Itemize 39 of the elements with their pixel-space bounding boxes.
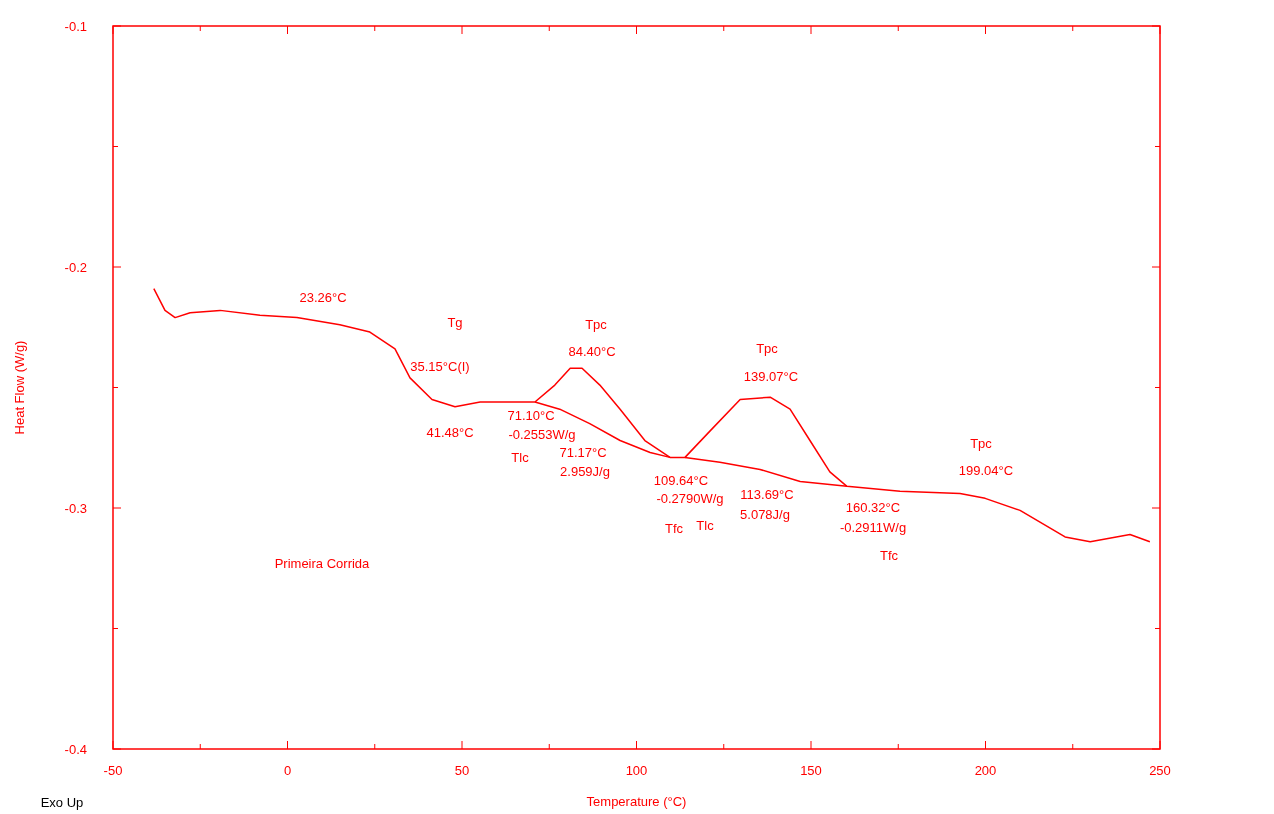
x-tick-label: 100 bbox=[625, 763, 648, 778]
annotation: 2.959J/g bbox=[560, 464, 610, 479]
x-tick-label: 50 bbox=[454, 763, 470, 778]
annotation: 35.15°C(I) bbox=[410, 359, 470, 374]
annotation: 139.07°C bbox=[743, 369, 799, 384]
annotation: 109.64°C bbox=[653, 473, 709, 488]
annotation: 113.69°C bbox=[740, 487, 794, 502]
y-tick-label: -0.1 bbox=[64, 19, 87, 34]
annotation: 5.078J/g bbox=[740, 507, 790, 522]
annotation: 84.40°C bbox=[568, 344, 616, 359]
annotation: -0.2553W/g bbox=[508, 427, 576, 442]
annotation: -0.2911W/g bbox=[839, 520, 907, 535]
annotation: Tpc bbox=[585, 317, 608, 332]
x-tick-label: 150 bbox=[800, 763, 822, 778]
y-tick-label: -0.2 bbox=[64, 260, 87, 275]
annotation: Tpc bbox=[970, 436, 993, 451]
annotation: Tfc bbox=[664, 521, 684, 536]
annotation: Tlc bbox=[696, 518, 715, 533]
annotation: 71.17°C bbox=[559, 445, 607, 460]
x-axis-title: Temperature (°C) bbox=[586, 794, 687, 809]
annotation: Primeira Corrida bbox=[274, 556, 371, 571]
text: Exo Up bbox=[40, 795, 84, 810]
x-tick-label: 0 bbox=[283, 763, 292, 778]
annotation: 199.04°C bbox=[958, 463, 1014, 478]
annotation: Tfc bbox=[879, 548, 899, 563]
y-axis-title: Heat Flow (W/g) bbox=[12, 340, 27, 435]
x-tick-label: -50 bbox=[103, 763, 123, 778]
annotation: Tpc bbox=[756, 341, 779, 356]
y-tick-label: -0.3 bbox=[64, 501, 87, 516]
x-tick-label: 250 bbox=[1149, 763, 1171, 778]
x-tick-label: 200 bbox=[974, 763, 997, 778]
annotation: 71.10°C bbox=[507, 408, 555, 423]
annotation: 23.26°C bbox=[299, 290, 347, 305]
annotation: Tlc bbox=[511, 450, 530, 465]
y-tick-label: -0.4 bbox=[64, 742, 87, 757]
annotation: 160.32°C bbox=[845, 500, 901, 515]
annotation: 41.48°C bbox=[426, 425, 474, 440]
annotation: -0.2790W/g bbox=[656, 491, 724, 506]
annotation: Tg bbox=[447, 315, 463, 330]
